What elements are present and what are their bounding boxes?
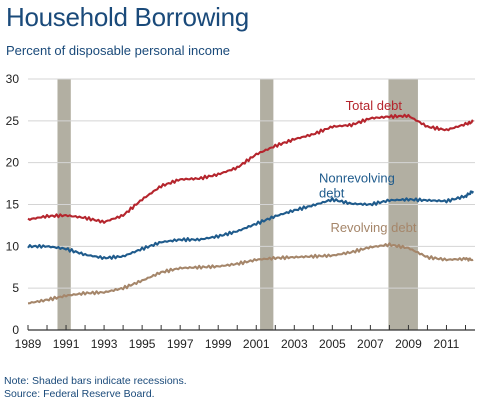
chart-title: Household Borrowing bbox=[6, 2, 249, 32]
x-tick-label: 1995 bbox=[129, 337, 156, 351]
x-tick-label: 2007 bbox=[357, 337, 384, 351]
series-lines bbox=[27, 113, 475, 305]
y-tick-label: 5 bbox=[12, 281, 19, 295]
x-tick-label: 1999 bbox=[205, 337, 232, 351]
x-tick-label: 2009 bbox=[395, 337, 422, 351]
x-tick-label: 1991 bbox=[53, 337, 80, 351]
x-tick-label: 1989 bbox=[15, 337, 42, 351]
y-tick-label: 30 bbox=[6, 72, 20, 86]
y-tick-label: 25 bbox=[6, 114, 20, 128]
axes: 0 5 10 15 20 25 30 1989 1991 1993 1995 1997 1999 2001… bbox=[6, 72, 475, 351]
x-tick-label: 2001 bbox=[243, 337, 270, 351]
series-line-total-debt bbox=[27, 113, 474, 224]
x-tick-label: 2003 bbox=[281, 337, 308, 351]
footnote: Note: Shaded bars indicate recessions. bbox=[4, 375, 187, 387]
series-label-total-debt: Total debt bbox=[346, 98, 403, 113]
x-tick-label: 1993 bbox=[91, 337, 118, 351]
x-tick-label: 1997 bbox=[167, 337, 194, 351]
series-label-nonrevolving-debt: Nonrevolving bbox=[319, 171, 395, 186]
series-label-nonrevolving-debt: debt bbox=[319, 186, 345, 201]
series-line-revolving-debt bbox=[27, 242, 474, 305]
x-tick-label: 2005 bbox=[319, 337, 346, 351]
y-tick-label: 20 bbox=[6, 156, 20, 170]
x-tick-label: 2011 bbox=[434, 337, 460, 351]
series-label-revolving-debt: Revolving debt bbox=[330, 220, 416, 235]
chart-area: 0 5 10 15 20 25 30 1989 1991 1993 1995 1997 1999 2001… bbox=[6, 72, 475, 351]
chart-subtitle: Percent of disposable personal income bbox=[6, 43, 231, 58]
y-tick-label: 0 bbox=[12, 323, 19, 337]
series-line-nonrevolving-debt bbox=[27, 190, 475, 260]
source-note: Source: Federal Reserve Board. bbox=[4, 388, 155, 400]
y-tick-label: 15 bbox=[6, 198, 20, 212]
y-tick-label: 10 bbox=[6, 239, 20, 253]
